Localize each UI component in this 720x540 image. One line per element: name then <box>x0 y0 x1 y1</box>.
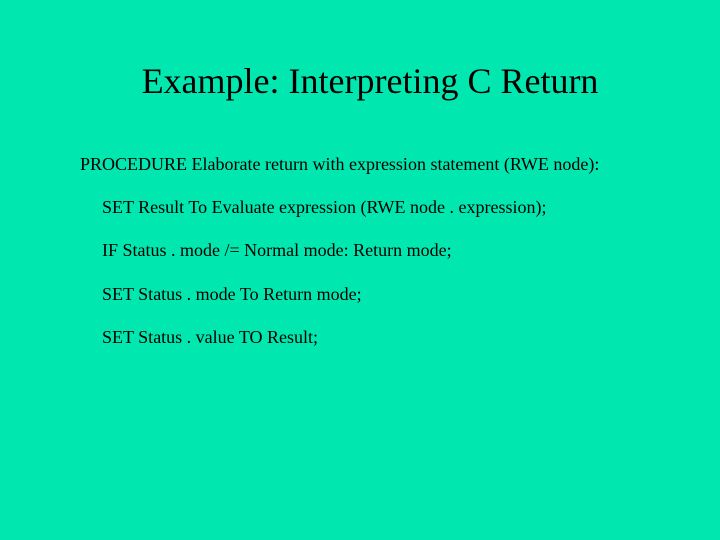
pseudocode-line: SET Result To Evaluate expression (RWE n… <box>80 195 640 220</box>
slide-container: Example: Interpreting C Return PROCEDURE… <box>0 0 720 540</box>
pseudocode-line: IF Status . mode /= Normal mode: Return … <box>80 238 640 263</box>
pseudocode-line: SET Status . mode To Return mode; <box>80 282 640 307</box>
slide-content: PROCEDURE Elaborate return with expressi… <box>80 152 640 350</box>
slide-title: Example: Interpreting C Return <box>100 60 640 102</box>
procedure-declaration: PROCEDURE Elaborate return with expressi… <box>80 152 640 177</box>
pseudocode-line: SET Status . value TO Result; <box>80 325 640 350</box>
